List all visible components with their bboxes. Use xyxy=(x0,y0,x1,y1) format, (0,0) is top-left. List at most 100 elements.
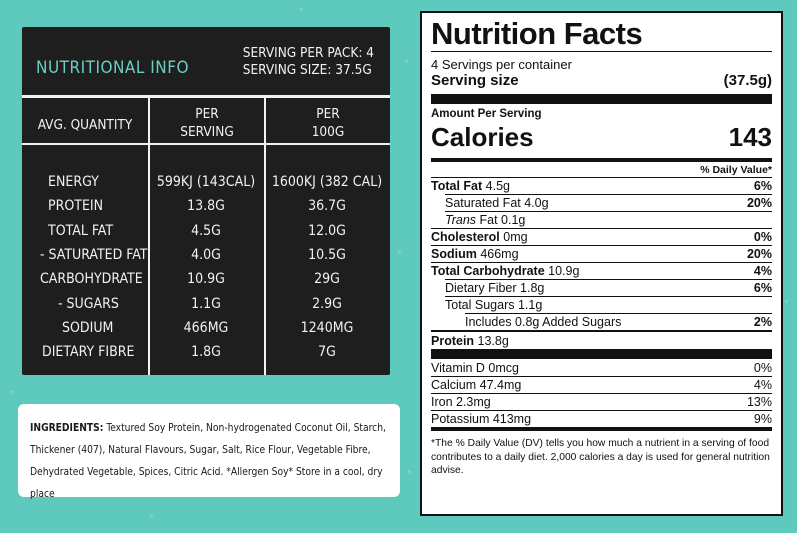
per-serving-value: 466mg xyxy=(183,319,229,336)
ingredients-text: Textured Soy Protein, Non-hydrogenated C… xyxy=(30,423,386,500)
vitamin-d-dv: 0% xyxy=(753,360,772,375)
total-carb-row: Total Carbohydrate 10.9g 4% xyxy=(431,262,772,279)
col-header-100g: Per 100g xyxy=(266,105,390,141)
ingredients-box: INGREDIENTS: Textured Soy Protein, Non-h… xyxy=(18,404,400,500)
divider xyxy=(431,427,772,431)
nutrient-name: Carbohydrate xyxy=(40,271,143,288)
per-serving-value: 1.8g xyxy=(191,344,221,361)
serving-size: Serving size: 37.5g xyxy=(242,62,372,78)
total-fat-value: 4.5g xyxy=(485,179,510,193)
total-carb-label: Total Carbohydrate xyxy=(431,264,545,278)
sodium-value: 466mg xyxy=(480,247,519,261)
facts-title: Nutrition Facts xyxy=(431,16,643,51)
added-sugars-dv: 2% xyxy=(753,315,772,329)
serving-size-label: Serving size xyxy=(431,72,519,89)
cholesterol-dv: 0% xyxy=(753,230,772,244)
daily-value-header: % Daily Value* xyxy=(700,164,772,176)
vitamin-d-label: Vitamin D 0mcg xyxy=(431,360,519,375)
serving-info: Serving per pack: 4 Serving size: 37.5g xyxy=(243,45,374,79)
ingredients-label: INGREDIENTS: xyxy=(30,423,104,434)
per-serving-value: 10.9g xyxy=(187,271,225,288)
per-100g-value: 2.9g xyxy=(312,295,342,312)
daily-value-footnote: *The % Daily Value (DV) tells you how mu… xyxy=(431,438,770,476)
total-carb-dv: 4% xyxy=(753,264,772,278)
nutrient-name: Total Fat xyxy=(48,222,114,239)
serving-size-value: (37.5g) xyxy=(723,72,772,89)
per-100g-value: 1600kJ (382 cal) xyxy=(271,174,383,191)
sodium-dv: 20% xyxy=(746,247,772,261)
cholesterol-value: 0mg xyxy=(503,230,528,244)
table-row: Total Fat 4.5g 12.0g xyxy=(22,219,390,243)
divider xyxy=(431,349,772,359)
cholesterol-row: Cholesterol 0mg 0% xyxy=(431,228,772,245)
potassium-label: Potassium 413mg xyxy=(431,412,532,426)
protein-label: Protein xyxy=(431,333,475,348)
cholesterol-label: Cholesterol xyxy=(431,230,500,244)
trans-fat-value: Fat 0.1g xyxy=(479,213,526,227)
divider xyxy=(264,98,266,143)
calcium-row: Calcium 47.4mg 4% xyxy=(431,376,772,393)
nutritional-info-title: Nutritional Info xyxy=(36,58,190,78)
col-header-serving-line1: Per xyxy=(195,106,219,122)
sodium-row: Sodium 466mg 20% xyxy=(431,245,772,262)
divider xyxy=(431,51,772,52)
divider xyxy=(431,330,772,332)
vitamin-d-row: Vitamin D 0mcg 0% xyxy=(431,359,772,376)
per-serving-value: 599kJ (143cal) xyxy=(156,174,256,191)
iron-label: Iron 2.3mg xyxy=(431,395,491,409)
dietary-fiber-label: Dietary Fiber 1.8g xyxy=(445,281,545,295)
col-header-quantity: Avg. Quantity xyxy=(37,117,133,133)
divider xyxy=(22,95,390,98)
divider xyxy=(148,98,150,143)
per-serving-value: 13.8g xyxy=(187,198,225,215)
trans-fat-row: Trans Fat 0.1g xyxy=(445,211,772,228)
table-row: Carbohydrate 10.9g 29g xyxy=(22,267,390,291)
iron-dv: 13% xyxy=(746,395,772,409)
calories-value: 143 xyxy=(728,122,772,152)
total-sugars-row: Total Sugars 1.1g xyxy=(445,296,772,313)
divider xyxy=(431,158,772,162)
sodium-label: Sodium xyxy=(431,247,477,261)
divider xyxy=(22,143,390,145)
total-sugars-label: Total Sugars 1.1g xyxy=(445,298,543,312)
serving-per-pack: Serving per pack: 4 xyxy=(242,45,374,61)
servings-per-container: 4 Servings per container xyxy=(431,57,572,72)
total-fat-row: Total Fat 4.5g 6% xyxy=(431,177,772,194)
calories-label: Calories xyxy=(431,122,534,152)
amount-per-serving: Amount Per Serving xyxy=(431,108,542,120)
serving-size-row: Serving size (37.5g) xyxy=(431,72,772,89)
per-serving-value: 1.1g xyxy=(191,295,221,312)
potassium-dv: 9% xyxy=(753,412,772,426)
table-row: Energy 599kJ (143cal) 1600kJ (382 cal) xyxy=(22,170,390,194)
per-100g-value: 36.7g xyxy=(308,198,346,215)
divider xyxy=(148,143,150,375)
calories-row: Calories 143 xyxy=(431,120,772,154)
table-row: Protein 13.8g 36.7g xyxy=(22,194,390,218)
calcium-dv: 4% xyxy=(753,378,772,392)
per-100g-value: 29g xyxy=(314,271,340,288)
table-row: - Sugars 1.1g 2.9g xyxy=(22,291,390,315)
col-header-serving-line2: Serving xyxy=(180,124,234,140)
divider xyxy=(431,94,772,104)
per-100g-value: 7g xyxy=(318,344,336,361)
col-header-serving: Per Serving xyxy=(150,105,264,141)
per-serving-value: 4.5g xyxy=(191,222,221,239)
col-header-100g-line1: Per xyxy=(316,106,340,122)
total-fat-dv: 6% xyxy=(753,179,772,193)
table-row: - Saturated Fat 4.0g 10.5g xyxy=(22,243,390,267)
nutritional-info-panel: Nutritional Info Serving per pack: 4 Ser… xyxy=(22,27,390,375)
table-row: Dietary Fibre 1.8g 7g xyxy=(22,340,390,364)
nutrient-name: Sodium xyxy=(62,319,114,336)
calcium-label: Calcium 47.4mg xyxy=(431,378,522,392)
divider xyxy=(264,143,266,375)
dietary-fiber-dv: 6% xyxy=(753,281,772,295)
added-sugars-label: Includes 0.8g Added Sugars xyxy=(465,315,622,329)
dietary-fiber-row: Dietary Fiber 1.8g 6% xyxy=(445,279,772,296)
saturated-fat-label: Saturated Fat 4.0g xyxy=(445,196,549,210)
nutritional-info-rows: Energy 599kJ (143cal) 1600kJ (382 cal) P… xyxy=(22,170,390,364)
per-100g-value: 1240mg xyxy=(300,319,354,336)
total-carb-value: 10.9g xyxy=(548,264,580,278)
per-100g-value: 12.0g xyxy=(308,222,346,239)
nutrient-name: - Sugars xyxy=(58,295,119,312)
protein-value: 13.8g xyxy=(477,333,509,348)
